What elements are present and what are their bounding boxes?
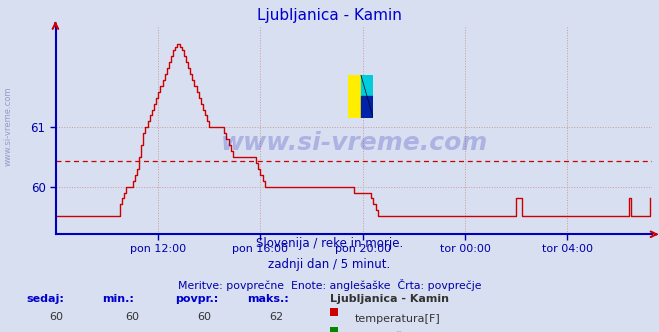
Bar (348, 75, 360, 118)
Bar (360, 75, 373, 96)
Text: -nan: -nan (192, 330, 217, 332)
Polygon shape (360, 96, 373, 118)
Text: Ljubljanica - Kamin: Ljubljanica - Kamin (257, 8, 402, 23)
Text: temperatura[F]: temperatura[F] (355, 314, 440, 324)
Text: -nan: -nan (43, 330, 69, 332)
Text: maks.:: maks.: (247, 294, 289, 304)
Text: Meritve: povprečne  Enote: anglešaške  Črta: povprečje: Meritve: povprečne Enote: anglešaške Črt… (178, 279, 481, 290)
Text: -nan: -nan (264, 330, 289, 332)
Text: sedaj:: sedaj: (26, 294, 64, 304)
Text: 60: 60 (197, 312, 212, 322)
Text: povpr.:: povpr.: (175, 294, 218, 304)
Text: www.si-vreme.com: www.si-vreme.com (221, 131, 488, 155)
Text: www.si-vreme.com: www.si-vreme.com (4, 86, 13, 166)
Text: zadnji dan / 5 minut.: zadnji dan / 5 minut. (268, 258, 391, 271)
Text: Ljubljanica - Kamin: Ljubljanica - Kamin (330, 294, 449, 304)
Text: 60: 60 (49, 312, 63, 322)
Text: min.:: min.: (102, 294, 134, 304)
Text: -nan: -nan (119, 330, 144, 332)
Text: 60: 60 (125, 312, 139, 322)
Text: 62: 62 (270, 312, 284, 322)
Text: Slovenija / reke in morje.: Slovenija / reke in morje. (256, 237, 403, 250)
